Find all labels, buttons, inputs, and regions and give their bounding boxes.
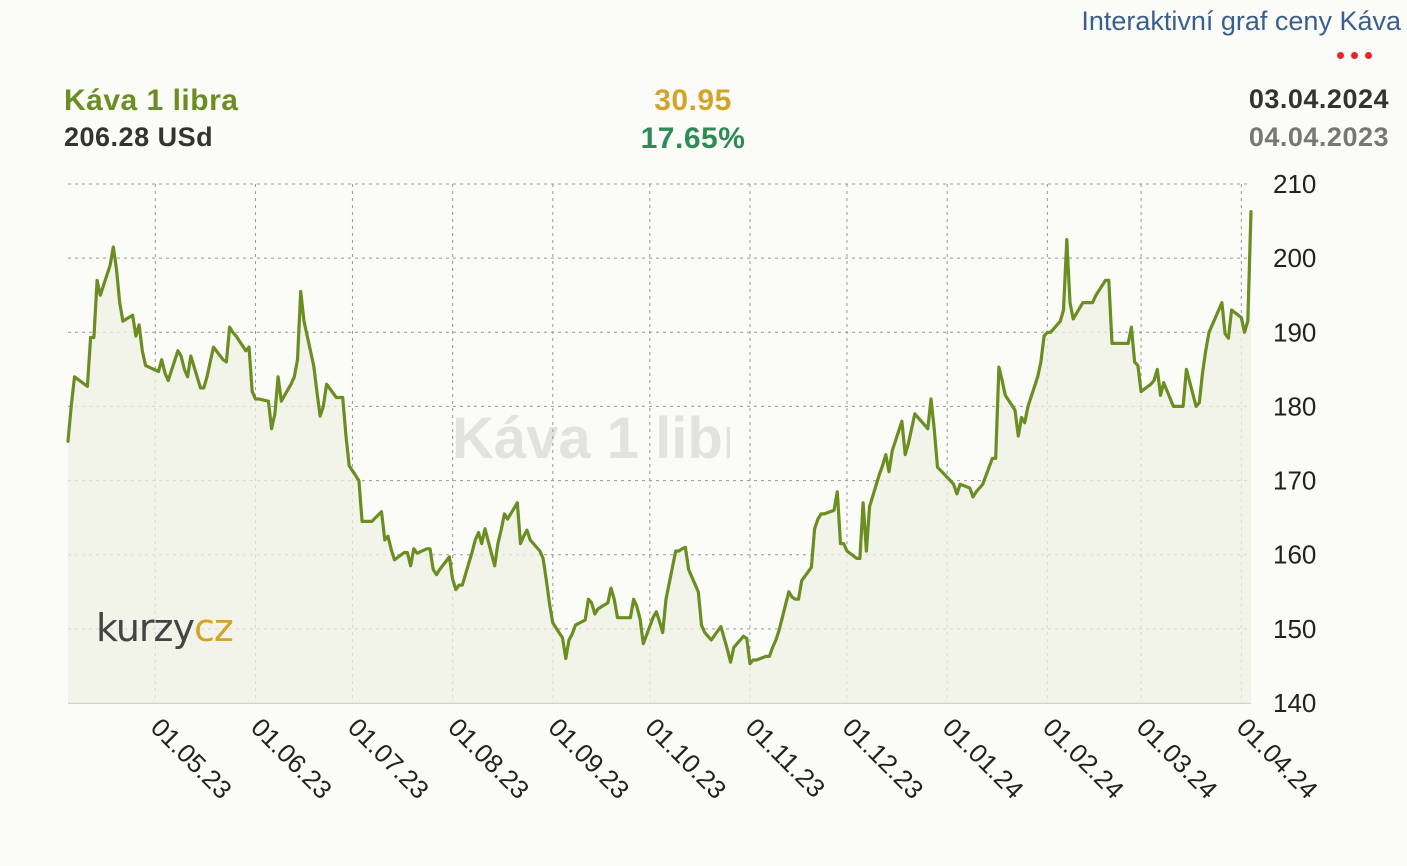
three-dots-icon[interactable]	[1337, 52, 1373, 60]
change-percent: 17.65%	[640, 122, 746, 155]
x-tick-label: 01.08.23	[442, 712, 535, 805]
y-tick-label: 180	[1273, 391, 1316, 421]
y-tick-label: 160	[1273, 540, 1316, 570]
price-line	[66, 210, 1253, 666]
x-tick-label: 01.09.23	[543, 712, 636, 805]
y-tick-label: 190	[1273, 317, 1316, 347]
y-tick-label: 140	[1273, 688, 1316, 718]
price-area	[68, 211, 1251, 703]
x-tick-label: 01.06.23	[245, 712, 338, 805]
date-to: 03.04.2024	[1248, 84, 1389, 114]
y-tick-label: 210	[1273, 169, 1316, 199]
x-tick-label: 01.02.24	[1037, 712, 1130, 805]
menu-dot	[1365, 52, 1372, 59]
watermark-text: Káva 1 libra	[452, 406, 778, 471]
x-tick-label: 01.11.23	[740, 712, 831, 803]
menu-dot	[1351, 52, 1358, 59]
y-tick-label: 150	[1273, 614, 1316, 644]
x-tick-label: 01.04.24	[1231, 712, 1324, 805]
x-tick-label: 01.12.23	[837, 712, 930, 805]
interactive-chart-link[interactable]: Interaktivní graf ceny Káva	[1081, 6, 1401, 36]
date-from: 04.04.2023	[1248, 122, 1389, 152]
menu-dot	[1337, 52, 1344, 59]
y-tick-label: 170	[1273, 466, 1316, 496]
x-tick-label: 01.07.23	[342, 712, 435, 805]
x-tick-label: 01.05.23	[145, 712, 238, 805]
commodity-title: Káva 1 libra	[64, 84, 239, 117]
current-price: 206.28 USd	[64, 122, 214, 152]
kurzy-cz-logo: kurzycz	[96, 606, 233, 650]
x-tick-label: 01.10.23	[640, 712, 733, 805]
x-tick-label: 01.03.24	[1131, 712, 1224, 805]
x-tick-label: 01.01.24	[937, 712, 1030, 805]
y-tick-label: 200	[1273, 243, 1316, 273]
change-absolute: 30.95	[654, 84, 732, 117]
